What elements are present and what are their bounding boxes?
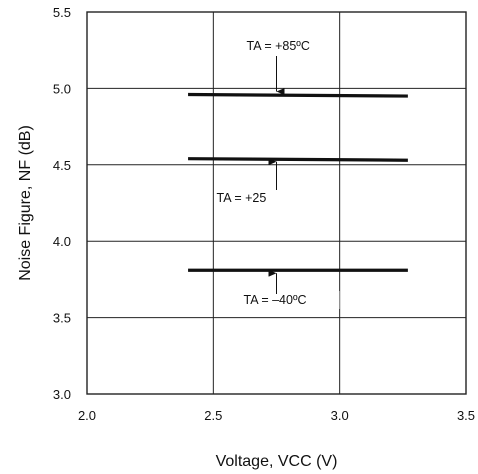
y-tick-label: 4.0 (53, 234, 71, 249)
y-axis-label: Noise Figure, NF (dB) (17, 125, 34, 281)
y-tick-label: 4.5 (53, 158, 71, 173)
y-tick-label: 5.5 (53, 5, 71, 20)
annotation-label: TA = +85ºC (247, 39, 310, 53)
x-tick-label: 2.5 (204, 408, 222, 423)
x-tick-label: 3.5 (457, 408, 475, 423)
series-layer (188, 92, 408, 272)
series-line (188, 157, 408, 162)
annotation-bg (239, 291, 340, 309)
y-tick-label: 3.5 (53, 311, 71, 326)
tick-labels: 2.0 2.5 3.0 3.5 3.0 3.5 4.0 4.5 5.0 5.5 (53, 5, 475, 423)
x-axis-label: Voltage, VCC (V) (216, 453, 338, 470)
annotation-label: TA = +25 (217, 191, 267, 205)
annotation-layer: TA = +85ºC TA = +25 TA = –40ºC (217, 39, 340, 309)
annotation-label: TA = –40ºC (244, 293, 307, 307)
plot-frame (86, 11, 467, 395)
y-tick-label: 3.0 (53, 387, 71, 402)
y-tick-label: 5.0 (53, 81, 71, 96)
x-tick-label: 3.0 (331, 408, 349, 423)
series-line (188, 92, 408, 98)
x-tick-label: 2.0 (78, 408, 96, 423)
